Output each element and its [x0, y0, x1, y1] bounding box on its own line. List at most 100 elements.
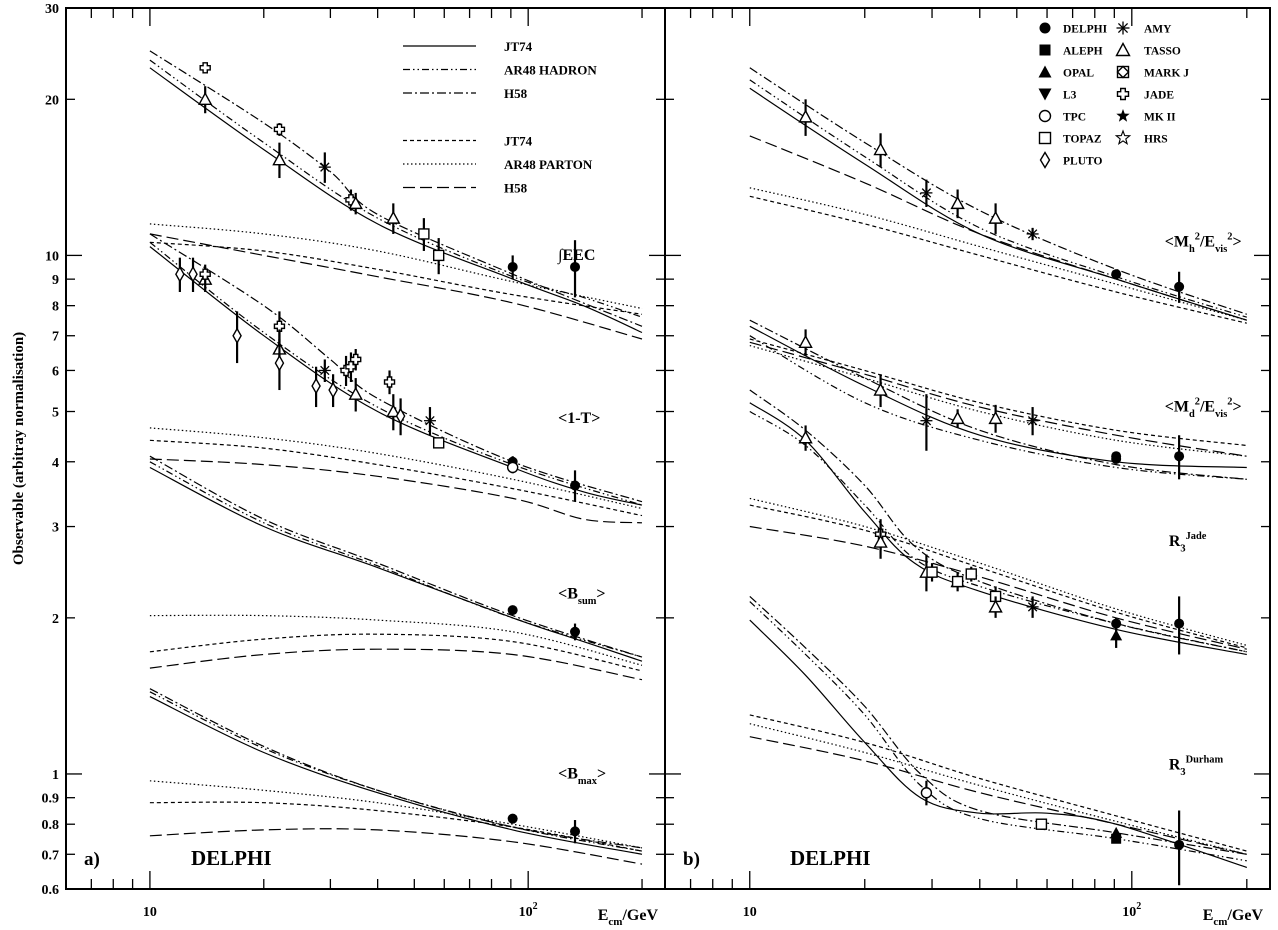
label-part: d [1189, 409, 1195, 420]
x-axis-label: Ecm/GeV [1203, 907, 1264, 928]
data-point [1111, 833, 1122, 844]
curve-ar48_hadron [149, 59, 643, 318]
x-tick-exponent: 2 [533, 901, 538, 912]
data-point [1111, 269, 1122, 280]
data-point [920, 780, 933, 806]
y-tick-label: 7 [52, 330, 59, 345]
curve-jt74_hadron [749, 619, 1247, 869]
y-tick-label: 9 [52, 273, 59, 288]
curve-h58_parton [149, 458, 643, 524]
marker-filled-circle [507, 813, 518, 824]
y-tick-label: 6 [52, 364, 59, 379]
marker-open-triangle [950, 410, 965, 425]
curve-ar48_hadron [749, 601, 1247, 862]
curve-ar48_hadron [149, 461, 643, 658]
x-label-unit: /GeV [621, 907, 658, 924]
data-point [507, 813, 518, 824]
marker-filled-circle [1174, 451, 1185, 462]
marker-filled-circle [570, 480, 581, 491]
marker-filled-circle [1174, 281, 1185, 292]
x-tick-label: 102 [519, 901, 538, 920]
data-point [570, 240, 581, 298]
legend-experiment-label: HRS [1144, 134, 1168, 146]
panel-a-plot [149, 50, 643, 865]
data-point [950, 189, 965, 219]
data-point [188, 257, 198, 293]
marker-asterisk-ray [921, 188, 932, 198]
marker-open-triangle [988, 410, 1003, 425]
marker-open-triangle [873, 534, 888, 548]
marker-open-triangle [798, 109, 813, 123]
marker-open-cross [273, 320, 286, 332]
data-point [1174, 435, 1185, 480]
data-point [873, 526, 888, 559]
curve-h58_parton [749, 736, 1247, 855]
panel-a-frame [65, 7, 666, 890]
marker-filled-circle [507, 261, 518, 272]
data-point [1174, 596, 1185, 655]
observable-0 [749, 67, 1247, 324]
marker-open-cross [1116, 87, 1130, 101]
marker-open-diamond [274, 354, 285, 372]
legend-experiment-label: JADE [1144, 90, 1174, 102]
y-tick-label: 0.8 [42, 818, 60, 833]
observable-label: R3Durham [1169, 754, 1224, 778]
curve-ar48_parton [749, 187, 1247, 321]
data-point [395, 398, 406, 436]
marker-asterisk-ray [1117, 22, 1129, 34]
marker-open-triangle [950, 195, 965, 210]
data-point [1111, 451, 1122, 462]
curve-ar48_parton [149, 614, 643, 666]
label-part: 3 [1180, 544, 1185, 555]
marker-filled-triangle [1110, 629, 1123, 641]
data-point [951, 575, 964, 588]
data-point [798, 329, 813, 356]
label-part: vis [1215, 244, 1227, 255]
marker-open-triangle [798, 430, 813, 444]
data-point [272, 142, 287, 179]
marker-open-diamond [1039, 151, 1051, 169]
marker-open-diamond [175, 265, 185, 283]
y-tick-label: 1 [52, 768, 59, 783]
marker-asterisk-ray [1027, 416, 1038, 426]
data-point [383, 370, 396, 395]
observable-1 [149, 233, 643, 524]
marker-open-cross [273, 123, 286, 136]
observable-label: ∫EEC [557, 247, 595, 265]
observable-label: <Bsum> [558, 585, 605, 607]
marker-open-diamond [188, 265, 198, 283]
curve-h58_hadron [749, 595, 1247, 855]
legend-model-label: JT74 [504, 39, 533, 54]
marker-open-square [1035, 818, 1048, 830]
curve-jt74_parton [149, 439, 643, 517]
legend-model-label: JT74 [504, 134, 533, 149]
data-point [328, 374, 338, 408]
panel-b-plot [749, 67, 1247, 886]
curve-ar48_parton [749, 723, 1247, 855]
curve-h58_parton [749, 341, 1247, 457]
marker-filled-circle [1174, 839, 1185, 850]
data-point [965, 566, 977, 582]
label-part: > [596, 585, 605, 602]
data-point [798, 99, 813, 136]
label-part: max [578, 776, 598, 787]
marker-asterisk-ray [320, 162, 330, 172]
marker-open-square [418, 228, 430, 240]
data-point [1174, 810, 1185, 886]
marker-open-triangle [272, 152, 287, 166]
marker-open-triangle [873, 382, 888, 396]
data-point [350, 348, 362, 371]
marker-open-triangle [873, 142, 888, 156]
x-axis-label: Ecm/GeV [598, 907, 659, 928]
label-part: 2 [1227, 396, 1232, 407]
curve-h58_hadron [749, 67, 1247, 315]
data-point [1026, 227, 1039, 241]
plot-frames [65, 7, 1271, 890]
x-label-main: E [598, 907, 609, 924]
x-tick-exponent: 2 [1136, 901, 1141, 912]
y-tick-label: 3 [52, 521, 59, 536]
curve-ar48_parton [149, 427, 643, 510]
legend-experiment-label: MARK J [1144, 68, 1189, 80]
marker-square [1116, 65, 1130, 79]
marker-inner-diamond [1116, 65, 1130, 79]
